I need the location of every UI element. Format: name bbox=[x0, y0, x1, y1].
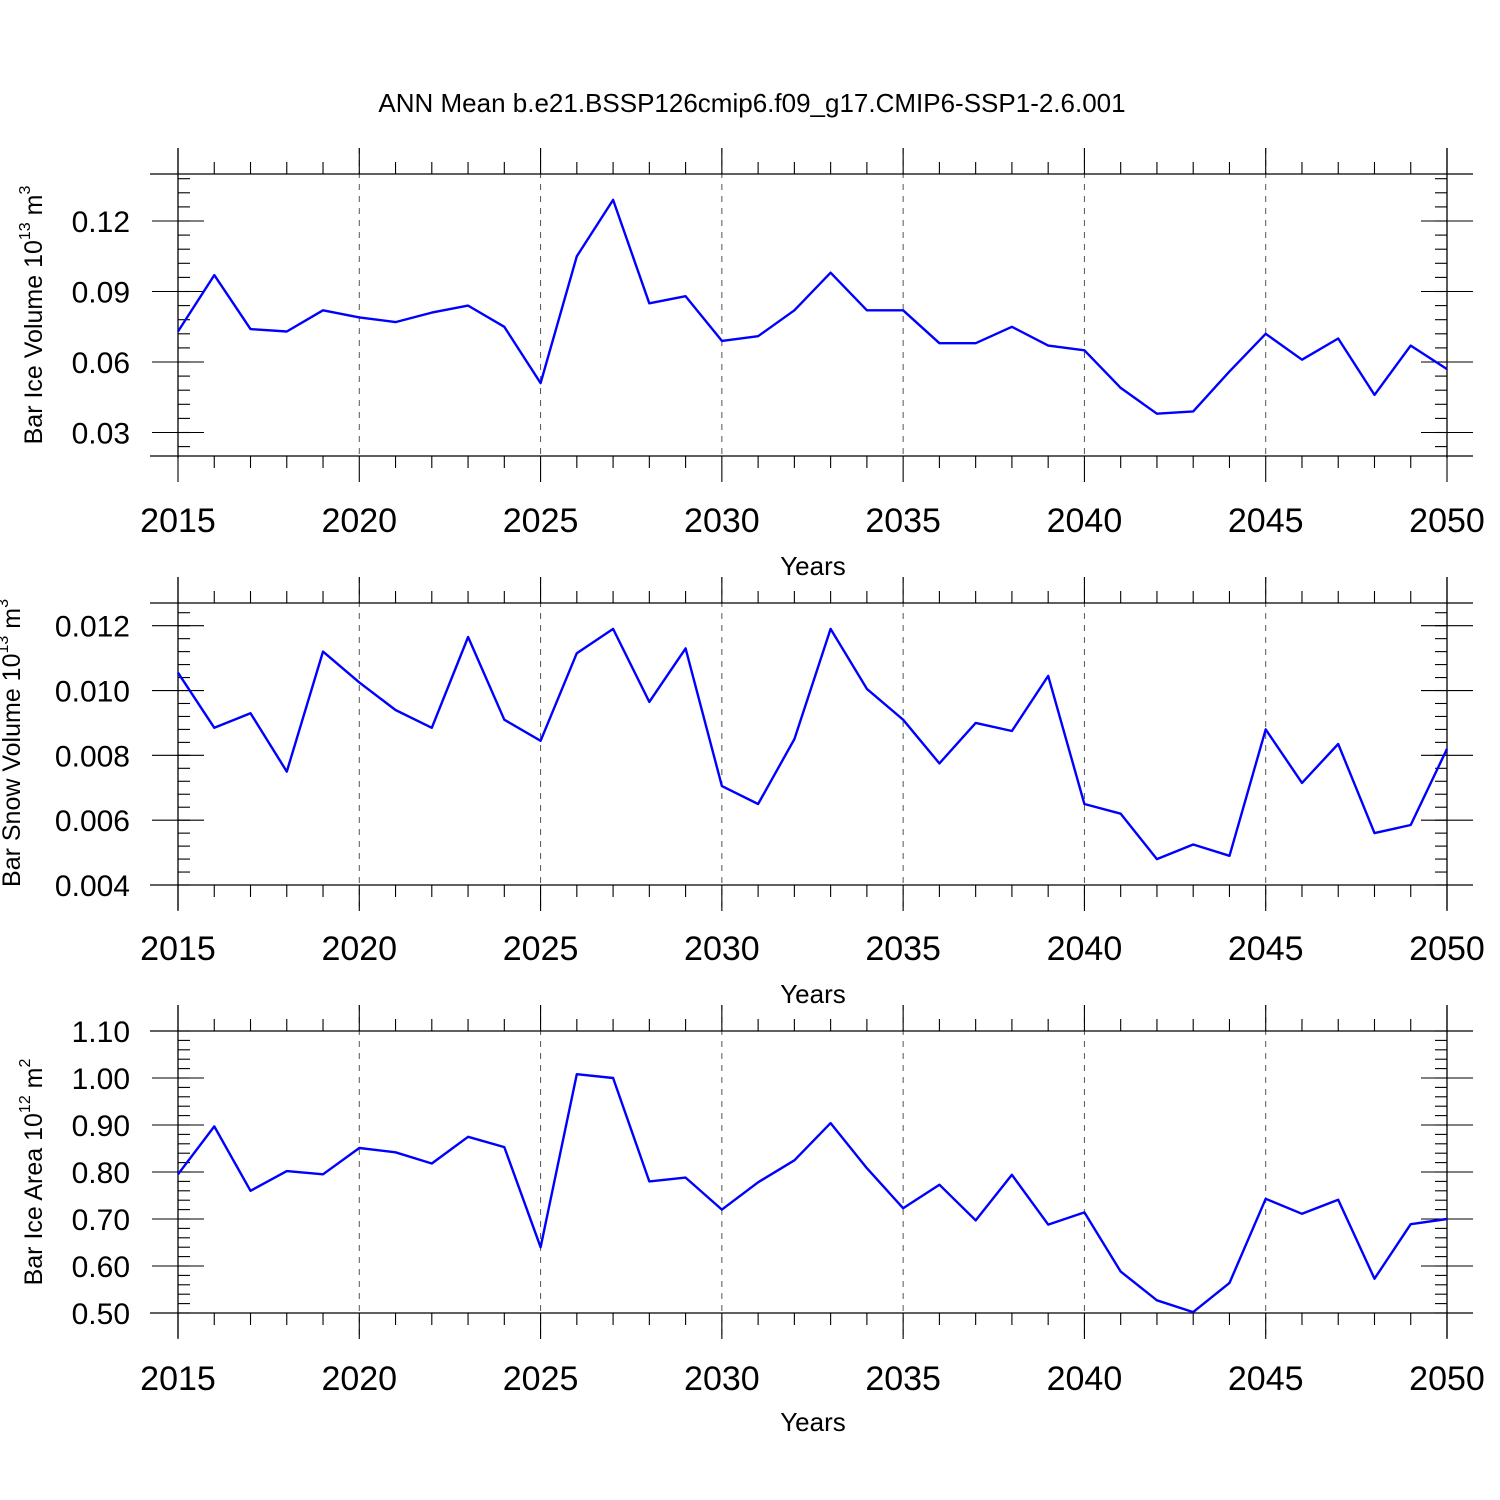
x-tick-label: 2045 bbox=[1228, 1360, 1304, 1398]
series-line bbox=[176, 627, 1449, 861]
ylabel-unit: m bbox=[0, 608, 26, 636]
x-tick-label: 2040 bbox=[1047, 930, 1123, 968]
x-tick-label: 2020 bbox=[321, 502, 397, 540]
x-tick-label: 2050 bbox=[1409, 1360, 1485, 1398]
x-tick-label: 2030 bbox=[684, 930, 760, 968]
y-tick-label: 0.60 bbox=[72, 1251, 130, 1284]
x-tick-label: 2045 bbox=[1228, 502, 1304, 540]
x-tick-label: 2045 bbox=[1228, 930, 1304, 968]
ylabel-snow-volume: Bar Snow Volume 1013 m3 bbox=[0, 599, 26, 887]
xlabel-ice-area: Years bbox=[780, 1407, 846, 1437]
ylabel-unit: m bbox=[20, 195, 48, 223]
ylabel-exp: 13 bbox=[0, 636, 12, 654]
y-tick-label: 0.70 bbox=[72, 1204, 130, 1237]
x-tick-label: 2015 bbox=[140, 1360, 216, 1398]
ylabel-ice-area: Bar Ice Area 1012 m2 bbox=[17, 1059, 48, 1286]
y-tick-label: 0.06 bbox=[72, 347, 130, 380]
ylabel-ice-volume: Bar Ice Volume 1013 m3 bbox=[17, 186, 48, 445]
x-tick-label: 2035 bbox=[865, 502, 941, 540]
series-line bbox=[177, 1072, 1448, 1314]
x-tick-label: 2035 bbox=[865, 930, 941, 968]
ylabel-exp: 13 bbox=[17, 222, 34, 240]
y-tick-label: 0.90 bbox=[72, 1110, 130, 1143]
x-tick-label: 2030 bbox=[684, 502, 760, 540]
figure-title: ANN Mean b.e21.BSSP126cmip6.f09_g17.CMIP… bbox=[378, 88, 1125, 118]
y-tick-label: 0.50 bbox=[72, 1298, 130, 1331]
series-line bbox=[176, 198, 1448, 415]
ylabel-exp: 12 bbox=[17, 1095, 34, 1113]
x-tick-label: 2040 bbox=[1047, 502, 1123, 540]
x-tick-label: 2030 bbox=[684, 1360, 760, 1398]
x-tick-label: 2035 bbox=[865, 1360, 941, 1398]
x-tick-label: 2050 bbox=[1409, 502, 1485, 540]
x-tick-label: 2015 bbox=[140, 930, 216, 968]
x-tick-label: 2050 bbox=[1409, 930, 1485, 968]
panel-ice-area: Bar Ice Area 1012 m2 Years 2015 2020 2025 2… bbox=[17, 1005, 1485, 1437]
panel-ice-volume: Bar Ice Volume 1013 m3 Years 2015 2020 202… bbox=[17, 148, 1485, 581]
y-tick-label: 0.12 bbox=[72, 206, 130, 239]
xlabel-snow-volume: Years bbox=[780, 979, 846, 1009]
x-tick-label: 2025 bbox=[503, 502, 579, 540]
x-tick-label: 2025 bbox=[503, 930, 579, 968]
ylabel-main: Bar Snow Volume 10 bbox=[0, 654, 26, 887]
y-tick-label: 0.010 bbox=[55, 676, 130, 709]
x-tick-label: 2015 bbox=[140, 502, 216, 540]
y-tick-label: 0.006 bbox=[55, 805, 130, 838]
y-tick-label: 0.03 bbox=[72, 418, 130, 451]
xlabel-ice-volume: Years bbox=[780, 551, 846, 581]
y-tick-label: 1.00 bbox=[72, 1063, 130, 1096]
y-tick-label: 1.10 bbox=[72, 1016, 130, 1049]
y-tick-label: 0.09 bbox=[72, 277, 130, 310]
ylabel-main: Bar Ice Volume 10 bbox=[20, 240, 48, 444]
y-tick-label: 0.004 bbox=[55, 870, 130, 903]
ylabel-unit-exp: 3 bbox=[0, 599, 12, 608]
x-tick-label: 2020 bbox=[321, 1360, 397, 1398]
y-tick-label: 0.012 bbox=[55, 611, 130, 644]
ylabel-unit-exp: 2 bbox=[17, 1059, 34, 1068]
x-tick-label: 2040 bbox=[1047, 1360, 1123, 1398]
ylabel-unit: m bbox=[20, 1068, 48, 1096]
panel-snow-volume: Bar Snow Volume 1013 m3 Years 2015 2020 20… bbox=[0, 577, 1485, 1009]
x-tick-label: 2020 bbox=[321, 930, 397, 968]
ylabel-main: Bar Ice Area 10 bbox=[20, 1113, 48, 1285]
ylabel-unit-exp: 3 bbox=[17, 186, 34, 195]
x-tick-label: 2025 bbox=[503, 1360, 579, 1398]
y-tick-label: 0.008 bbox=[55, 740, 130, 773]
y-tick-label: 0.80 bbox=[72, 1157, 130, 1190]
